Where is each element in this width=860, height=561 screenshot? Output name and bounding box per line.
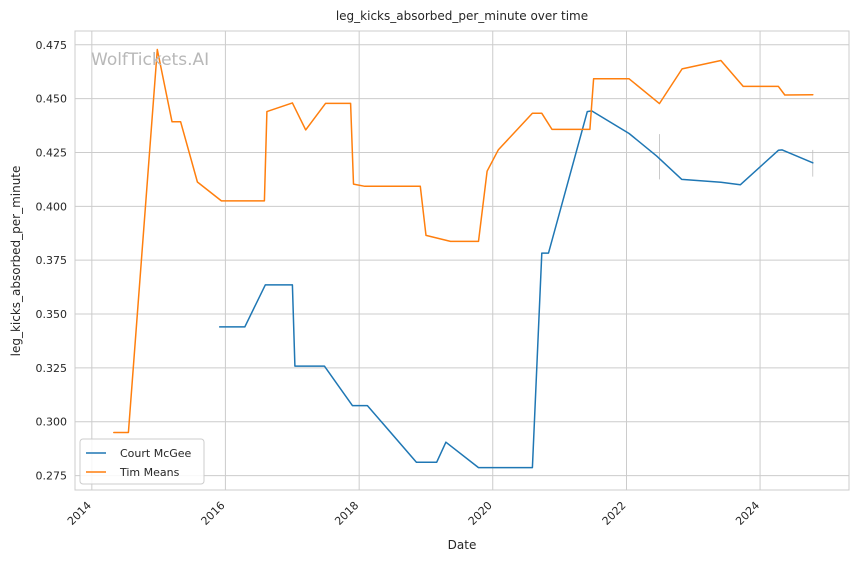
y-tick-label: 0.275 [36,470,68,483]
plot-area-frame [74,30,850,491]
y-tick-label: 0.425 [36,146,68,159]
legend-box [79,438,205,485]
watermark-text: WolfTickets.AI [91,50,209,70]
legend: Court McGee Tim Means [79,438,205,485]
legend-label-court-mcgee: Court McGee [120,447,192,460]
y-tick-label: 0.350 [36,308,68,321]
y-axis-title: leg_kicks_absorbed_per_minute [9,166,23,357]
y-tick-label: 0.475 [36,39,68,52]
grid-lines [75,31,849,490]
y-tick-label: 0.400 [36,200,68,213]
y-tick-label: 0.450 [36,93,68,106]
series-line-tim-means [113,48,814,434]
y-tick-label: 0.375 [36,254,68,267]
y-tick-label: 0.325 [36,362,68,375]
y-axis-ticks: 0.275 0.300 0.325 0.350 0.375 0.400 0.425 0.450… [36,39,68,483]
y-tick-label: 0.300 [36,416,68,429]
series-lines [113,48,814,469]
series-line-court-mcgee [218,110,814,469]
legend-label-tim-means: Tim Means [119,466,180,479]
chart-title: leg_kicks_absorbed_per_minute over time [336,9,588,23]
x-axis-title: Date [448,538,477,552]
